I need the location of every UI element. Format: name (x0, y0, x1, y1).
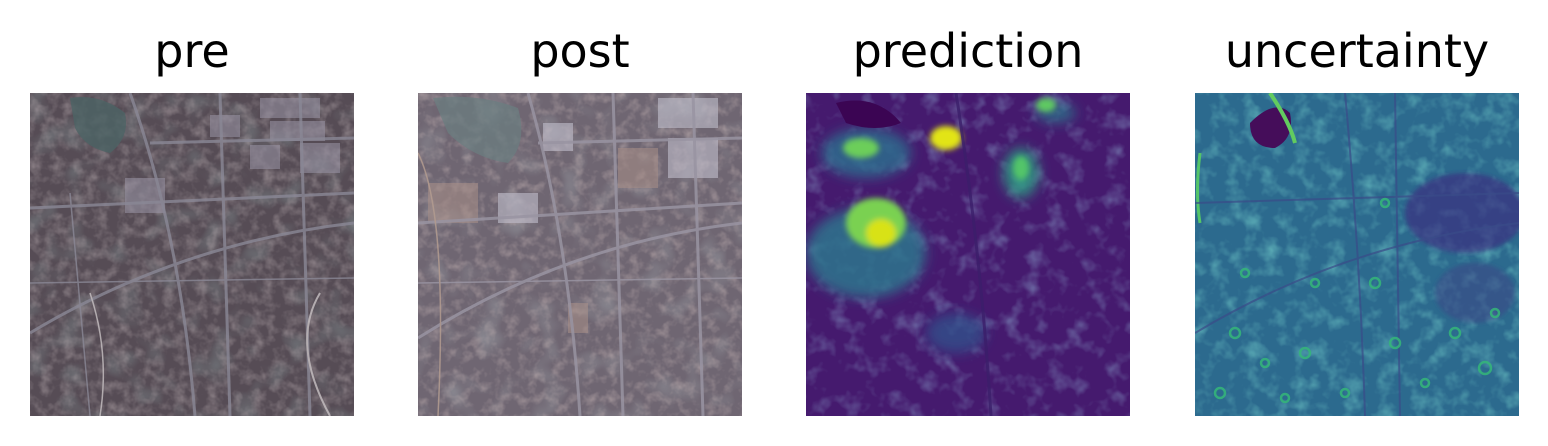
pre-satellite-image (30, 93, 354, 416)
panel-title-pre: pre (154, 24, 230, 78)
panel-uncertainty: uncertainty (1195, 0, 1519, 446)
prediction-heatmap (806, 93, 1130, 416)
panel-title-uncertainty: uncertainty (1224, 24, 1490, 78)
panel-title-post: post (530, 24, 630, 78)
panel-prediction: prediction (806, 0, 1130, 446)
uncertainty-heatmap (1195, 93, 1519, 416)
post-satellite-image (418, 93, 742, 416)
panel-title-prediction: prediction (852, 24, 1084, 78)
panel-post: post (418, 0, 742, 446)
panel-pre: pre (30, 0, 354, 446)
